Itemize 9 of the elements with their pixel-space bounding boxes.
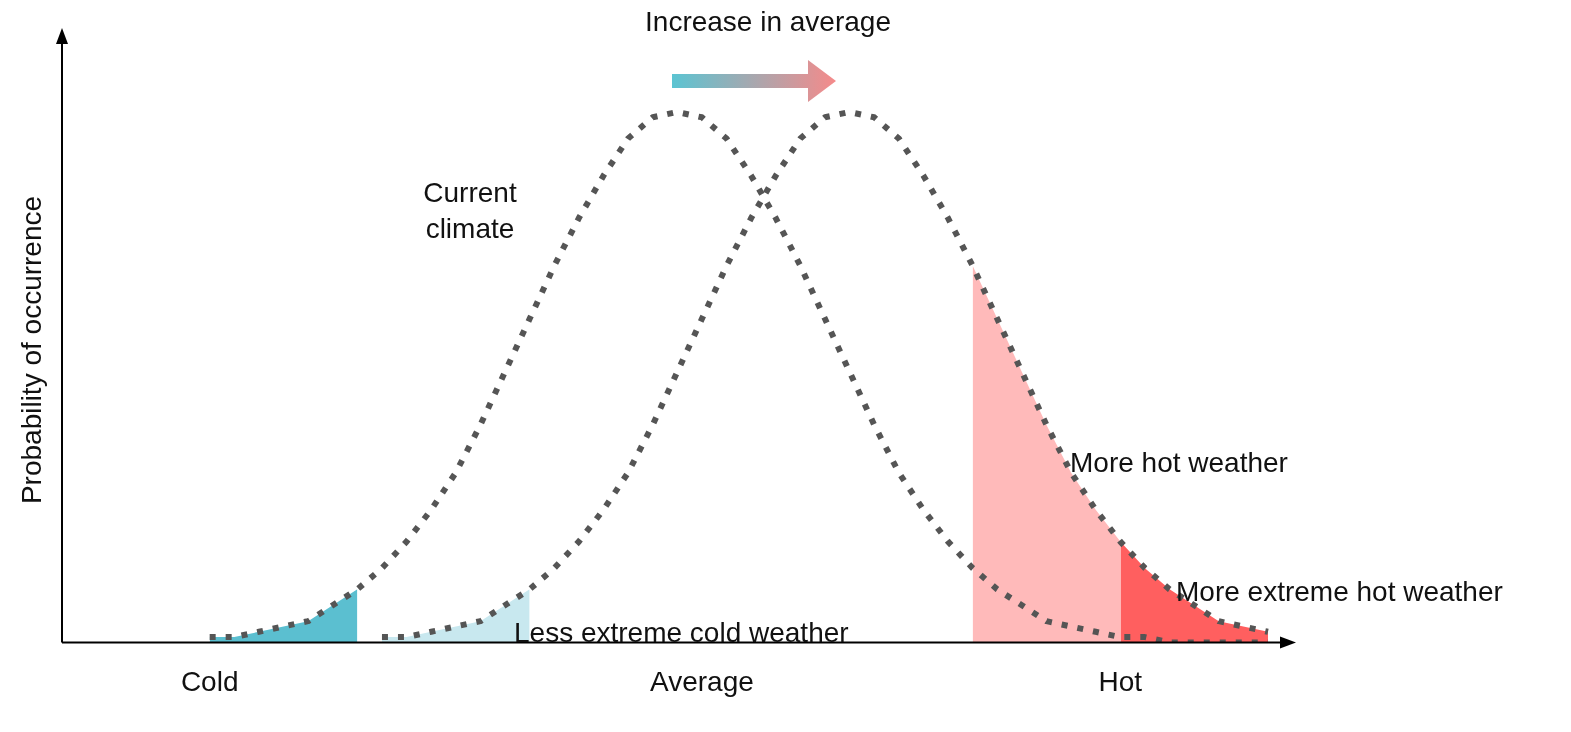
annotation: More hot weather xyxy=(1070,446,1288,480)
x-tick-label: Hot xyxy=(1098,665,1143,697)
y-axis-title: Probability of occurrence xyxy=(15,195,48,505)
chart-title: Increase in average xyxy=(644,5,892,39)
annotation: Less extreme cold weather xyxy=(514,616,849,650)
x-tick-label: Cold xyxy=(180,665,239,697)
annotation: More extreme hot weather xyxy=(1176,575,1503,609)
annotation: Current climate xyxy=(422,176,518,246)
x-tick-label: Average xyxy=(650,665,754,697)
